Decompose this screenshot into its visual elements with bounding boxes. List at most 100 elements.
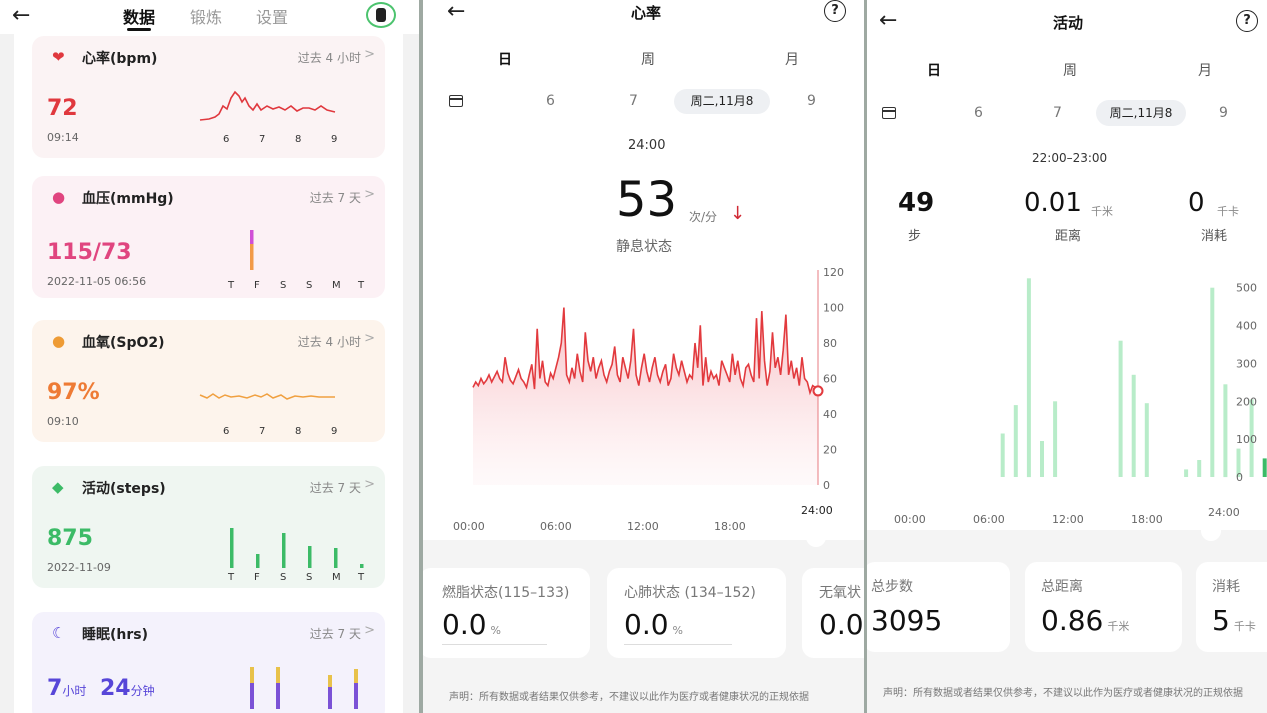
heart-rate-value: 53 [616, 172, 678, 228]
total-distance-card[interactable]: 总距离 0.86 千米 [1025, 562, 1182, 652]
cursor-time-label: 24:00 [1208, 506, 1240, 519]
stat-label: 心肺状态 (134–152) [624, 585, 756, 601]
card-date: 2022-11-05 06:56 [47, 275, 147, 288]
y-tick-label: 20 [823, 444, 837, 457]
tick-label: S [306, 572, 312, 582]
chevron-right-icon: > [364, 331, 375, 346]
distance-value: 0.01 [1024, 188, 1082, 218]
calendar-icon[interactable] [882, 107, 896, 119]
chevron-right-icon: > [364, 477, 375, 492]
tab-settings[interactable]: 设置 [256, 8, 289, 27]
calories-card[interactable]: 消耗 5 千卡 [1196, 562, 1267, 652]
day-selected[interactable]: 周二,11月8 [674, 89, 770, 114]
tick-label: T [357, 572, 365, 582]
y-tick-label: 100 [823, 302, 844, 315]
sleep-card[interactable]: ☾ 睡眠(hrs) 过去 7 天 > 7小时 24分钟 [32, 612, 385, 713]
tick-label: 6 [223, 134, 229, 145]
y-tick-label: 400 [1236, 320, 1257, 333]
day-selected[interactable]: 周二,11月8 [1096, 100, 1186, 126]
disclaimer: 声明：所有数据或者结果仅供参考，不建议以此作为医疗或者健康状况的正规依据 [449, 692, 809, 703]
total-steps-card[interactable]: 总步数 3095 [867, 562, 1010, 652]
watch-icon[interactable] [366, 2, 396, 28]
day-item[interactable]: 7 [629, 93, 638, 109]
cursor-handle[interactable] [806, 527, 826, 547]
calories-unit: 千卡 [1217, 205, 1239, 218]
blood-pressure-chart: TFSSMTW [227, 230, 365, 291]
help-icon[interactable]: ? [1236, 10, 1258, 32]
stat-unit: 千米 [1107, 620, 1130, 633]
activity-bar [1236, 448, 1241, 477]
heart-rate-detail-panel: ← 心率 ? 日 周 月 6 7 周二,11月8 9 24:00 53 次/分 … [423, 0, 864, 713]
card-date: 2022-11-09 [47, 561, 111, 574]
day-item[interactable]: 9 [1219, 105, 1228, 121]
day-item[interactable]: 6 [974, 105, 983, 121]
sleep-weekly-chart [250, 667, 358, 709]
y-tick-label: 120 [823, 266, 844, 279]
day-item[interactable]: 6 [546, 93, 555, 109]
card-value: 115/73 [47, 240, 132, 265]
cardio-card[interactable]: 心肺状态 (134–152) 0.0% [607, 568, 786, 658]
stat-label: 总距离 [1041, 579, 1083, 595]
tab-day[interactable]: 日 [498, 52, 512, 68]
arrow-left-icon[interactable]: ← [447, 0, 466, 24]
x-tick-label: 18:00 [1131, 513, 1163, 526]
spo2-card[interactable]: ● 血氧(SpO2) 过去 4 小时 > 97% 09:10 6 7 8 9 [32, 320, 385, 442]
arrow-left-icon[interactable]: ← [879, 8, 898, 33]
tab-week[interactable]: 周 [1063, 63, 1077, 79]
blood-pressure-card[interactable]: ● 血压(mmHg) 过去 7 天 > 115/73 2022-11-05 06… [32, 176, 385, 298]
stat-number: 3095 [871, 604, 943, 637]
card-title: 血氧(SpO2) [82, 335, 165, 351]
day-item[interactable]: 7 [1053, 105, 1062, 121]
tick-label: 7 [259, 426, 265, 436]
tab-month[interactable]: 月 [785, 52, 799, 68]
steps-bar [360, 564, 364, 568]
card-range: 过去 4 小时 [297, 51, 361, 65]
activity-bar [1184, 469, 1189, 477]
steps-bar [308, 546, 312, 568]
y-tick-label: 200 [1236, 395, 1257, 408]
stat-number: 0.86 [1041, 604, 1104, 637]
calendar-icon[interactable] [449, 95, 463, 107]
tick-label: 8 [295, 134, 301, 145]
stat-unit: % [672, 624, 683, 637]
activity-bar [1026, 278, 1031, 478]
card-title: 心率(bpm) [82, 51, 158, 67]
activity-bar [1040, 441, 1044, 477]
tick-label: S [306, 280, 312, 291]
card-range: 过去 7 天 [309, 627, 361, 641]
day-item[interactable]: 9 [807, 93, 816, 109]
diastolic-bar [250, 244, 254, 270]
chevron-right-icon: > [364, 187, 375, 202]
cursor-handle[interactable] [1201, 521, 1221, 541]
minutes-unit: 分钟 [130, 684, 155, 698]
help-icon[interactable]: ? [824, 0, 846, 22]
stat-label: 无氧状 [819, 585, 861, 601]
tick-label: T [357, 280, 365, 291]
chevron-right-icon: > [364, 47, 375, 62]
tab-month[interactable]: 月 [1198, 63, 1212, 79]
activity-bar [1053, 401, 1058, 477]
tab-workout[interactable]: 锻炼 [190, 8, 223, 27]
steps-weekly-chart: TFSSMTW [227, 528, 365, 582]
steps-value: 49 [898, 188, 935, 218]
cursor-time-label: 24:00 [801, 504, 833, 517]
top-bar: ← 数据 锻炼 设置 [0, 0, 419, 34]
y-tick-label: 40 [823, 408, 837, 421]
stat-value: 5 千卡 [1212, 604, 1256, 637]
tab-week[interactable]: 周 [641, 52, 655, 68]
stat-value: 0.86 千米 [1041, 604, 1129, 637]
heart-icon: ❤ [52, 48, 65, 66]
arrow-left-icon[interactable]: ← [12, 3, 31, 28]
active-tab-indicator [127, 28, 151, 31]
activity-card[interactable]: ◆ 活动(steps) 过去 7 天 > 875 2022-11-09 T F S S… [32, 466, 385, 588]
card-title: 睡眠(hrs) [82, 627, 149, 643]
card-range: 过去 7 天 [309, 191, 361, 205]
tab-data[interactable]: 数据 [123, 8, 156, 27]
anaerobic-card[interactable]: 无氧状 0.0 [802, 568, 864, 658]
tick-label: 7 [259, 134, 265, 145]
tab-day[interactable]: 日 [927, 63, 941, 79]
heart-rate-card[interactable]: ❤ 心率(bpm) 过去 4 小时 > 72 09:14 6 7 8 9 [32, 36, 385, 158]
activity-bar [1210, 287, 1215, 477]
y-tick-label: 80 [823, 337, 837, 350]
fat-burn-card[interactable]: 燃脂状态(115–133) 0.0% [423, 568, 590, 658]
